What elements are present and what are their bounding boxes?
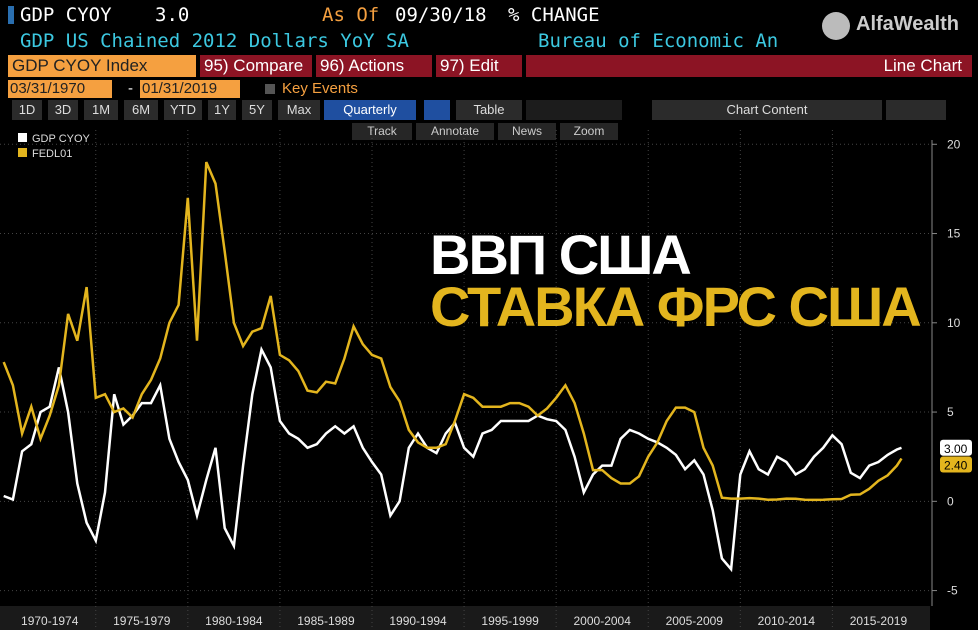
unit: % CHANGE [508,4,600,26]
settings[interactable] [886,100,946,120]
end-date[interactable]: 01/31/2019 [140,80,240,98]
marker [8,6,14,24]
last-value-label: 3.00 [944,442,968,456]
y-tick-label: 10 [947,316,961,330]
frequency[interactable]: Quarterly [324,100,416,120]
menu[interactable]: 97) Edit [436,55,522,77]
x-tick-label: 1975-1979 [113,614,171,628]
x-tick-label: 2005-2009 [666,614,724,628]
range-button[interactable]: 3D [48,100,78,120]
tool[interactable]: Zoom [560,123,618,140]
overlay-title: ВВП США [430,223,692,286]
range-button[interactable]: YTD [164,100,202,120]
last-value-box [940,439,972,456]
chart-icon[interactable] [424,100,450,120]
security[interactable]: GDP CYOY Index [8,55,196,77]
series-line [3,345,902,573]
x-tick-label: 1995-1999 [481,614,539,628]
last-value-box [940,456,972,473]
menu[interactable]: 96) Actions [316,55,432,77]
x-tick-label: 1970-1974 [21,614,79,628]
range-button[interactable]: 1Y [208,100,236,120]
menu[interactable]: 95) Compare [200,55,312,77]
last-value: 3.0 [155,4,190,26]
range-button[interactable]: 6M [124,100,158,120]
x-tick-label: 1985-1989 [297,614,355,628]
overlay-subtitle: СТАВКА ФРС США [430,275,922,338]
key-events[interactable]: Key Events [282,80,358,97]
legend-swatch [18,148,27,157]
table-button[interactable]: Table [456,100,522,120]
as-of: 09/30/18 [395,4,487,26]
y-tick-label: 0 [947,494,954,508]
x-tick-label: 1990-1994 [389,614,447,628]
chart-content[interactable]: Chart Content [652,100,882,120]
view: Line Chart [526,55,972,77]
source: Bureau of Economic An [538,30,779,52]
y-tick-label: -5 [947,584,958,598]
range-button[interactable]: 1D [12,100,42,120]
legend-label: GDP CYOY [32,133,91,145]
x-tick-label: 2010-2014 [758,614,816,628]
dash: - [128,80,133,97]
as-of-label: As Of [322,4,380,26]
tool[interactable]: News [498,123,556,140]
y-tick-label: 5 [947,405,954,419]
range-button[interactable]: 5Y [242,100,272,120]
ticker: GDP CYOY [20,4,112,26]
y-tick-label: 20 [947,137,961,151]
start-date[interactable]: 03/31/1970 [8,80,112,98]
x-axis-strip [0,606,930,630]
x-tick-label: 2015-2019 [850,614,908,628]
checkbox[interactable] [265,84,275,94]
blank [526,100,622,120]
series-line [2,161,903,502]
tool[interactable]: Annotate [416,123,494,140]
tool[interactable]: Track [352,123,412,140]
brand-icon [822,12,850,40]
range-button[interactable]: 1M [84,100,118,120]
legend-swatch [18,133,27,142]
brand: AlfaWealth [856,13,959,35]
x-tick-label: 1980-1984 [205,614,263,628]
description: GDP US Chained 2012 Dollars YoY SA [20,30,409,52]
y-tick-label: 15 [947,227,961,241]
range-button[interactable]: Max [278,100,320,120]
last-value-label: 2.40 [944,458,968,472]
legend-label: FEDL01 [32,148,72,160]
x-tick-label: 2000-2004 [574,614,632,628]
